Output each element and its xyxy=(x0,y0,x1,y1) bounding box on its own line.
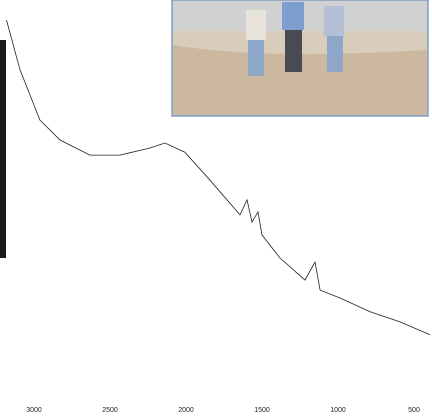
x-tick-label: 1500 xyxy=(254,407,270,414)
chart: 3000 2500 2000 1500 1000 500 xyxy=(0,0,432,418)
side-bar xyxy=(0,40,6,258)
inset-photo xyxy=(172,0,428,116)
x-tick-label: 500 xyxy=(408,407,420,414)
x-tick-label: 2000 xyxy=(178,407,194,414)
x-tick-label: 2500 xyxy=(102,407,118,414)
x-tick-label: 1000 xyxy=(330,407,346,414)
x-tick-label: 3000 xyxy=(26,407,42,414)
